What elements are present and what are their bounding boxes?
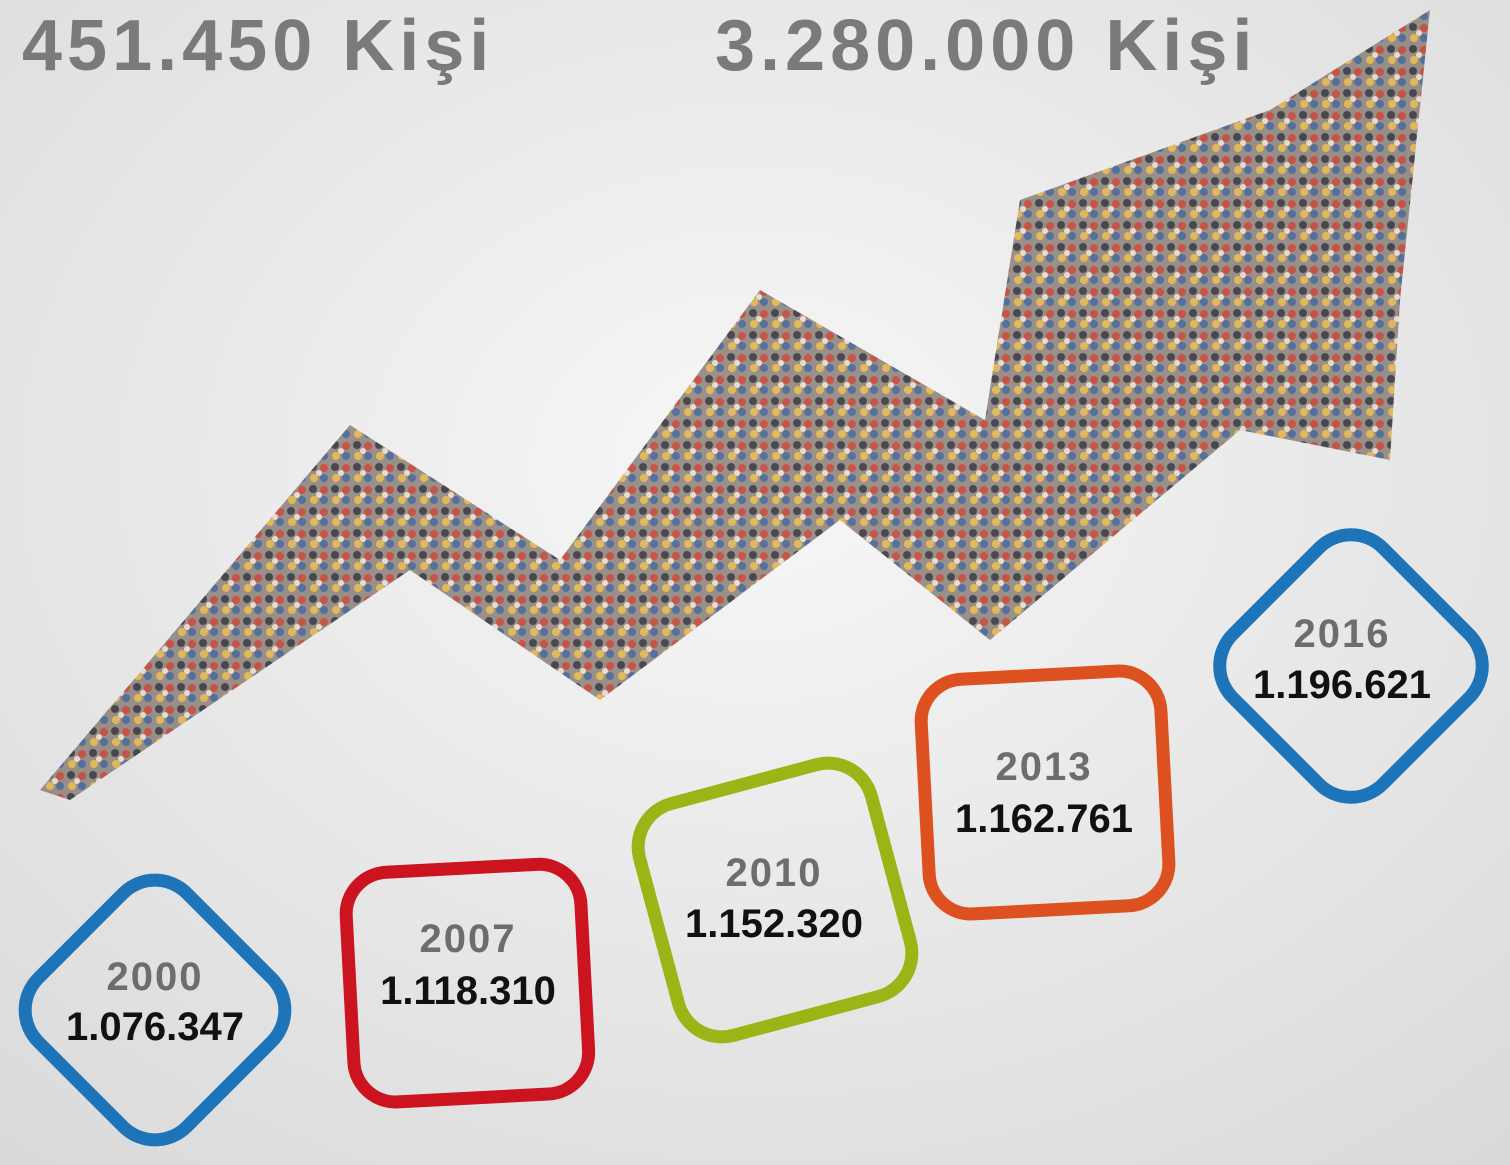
value: 1.196.621 xyxy=(1253,663,1431,707)
value: 1.076.347 xyxy=(66,1005,244,1049)
heading: 3.280.000 Kişi xyxy=(715,6,1257,86)
year: 2013 xyxy=(996,745,1093,789)
year: 2000 xyxy=(107,955,204,999)
year: 2007 xyxy=(420,917,517,961)
infographic: 451.450 Kişi 3.280.000 Kişi 2000 1.076.3… xyxy=(0,0,1510,1165)
year: 2016 xyxy=(1294,612,1391,656)
value: 1.118.310 xyxy=(380,969,556,1013)
value: 1.152.320 xyxy=(685,902,863,946)
value: 1.162.761 xyxy=(955,797,1133,841)
year: 2010 xyxy=(726,851,823,895)
heading: 451.450 Kişi xyxy=(22,6,494,86)
